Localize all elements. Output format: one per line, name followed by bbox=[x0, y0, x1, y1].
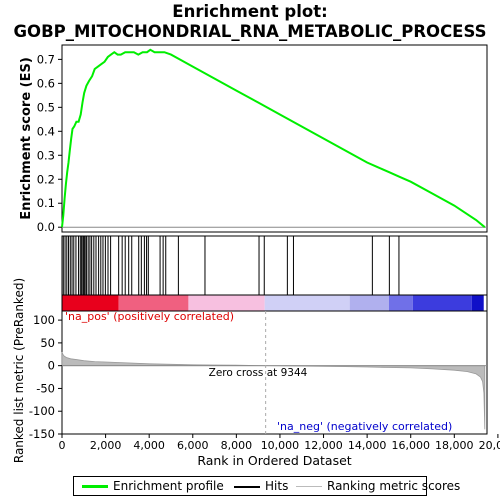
es-y-axis-label: Enrichment score (ES) bbox=[19, 57, 34, 220]
rank-band-panel bbox=[61, 294, 488, 312]
x-tick-label: 4,000 bbox=[133, 439, 165, 452]
metric-y-tick-label: 0 bbox=[48, 359, 55, 373]
es-y-tick-label: 0.3 bbox=[37, 148, 55, 162]
ranking-metric-area bbox=[61, 351, 486, 430]
pos-correlated-label: 'na_pos' (positively correlated) bbox=[65, 310, 234, 323]
x-tick-label: 6,000 bbox=[177, 439, 209, 452]
legend-label-enrichment: Enrichment profile bbox=[113, 479, 224, 493]
metric-y-axis-label: Ranked list metric (PreRanked) bbox=[12, 278, 26, 463]
rank-band-segment bbox=[388, 295, 413, 311]
rank-band-segment bbox=[118, 295, 189, 311]
zero-cross-label: Zero cross at 9344 bbox=[209, 367, 308, 379]
hits-frame bbox=[61, 235, 488, 296]
hits-panel bbox=[61, 235, 488, 296]
hits-swatch-icon bbox=[234, 485, 260, 488]
ranking-swatch-icon bbox=[296, 486, 322, 487]
es-y-tick-label: 0.4 bbox=[37, 124, 55, 138]
x-tick-label: 18,000 bbox=[435, 439, 474, 452]
metric-y-tick-label: -50 bbox=[36, 381, 55, 395]
legend-label-ranking: Ranking metric scores bbox=[327, 479, 461, 493]
metric-y-tick-label: 100 bbox=[33, 313, 55, 327]
legend-label-hits: Hits bbox=[265, 479, 289, 493]
legend-item-enrichment: Enrichment profile bbox=[82, 479, 224, 494]
x-tick-label: 20,000 bbox=[479, 439, 500, 452]
x-tick-label: 14,000 bbox=[348, 439, 387, 452]
x-tick-label: 16,000 bbox=[391, 439, 430, 452]
es-y-tick-label: 0.1 bbox=[37, 196, 55, 210]
chart-title-line-1: Enrichment plot: bbox=[172, 2, 328, 21]
metric-frame bbox=[61, 310, 488, 435]
es-y-tick-label: 0.0 bbox=[37, 220, 55, 234]
rank-band-segment bbox=[188, 295, 265, 311]
enrichment-swatch-icon bbox=[82, 485, 108, 488]
metric-panel: -150 -100 -50 0 50 100 0 2,000 4,000 6,000 8,000 10… bbox=[12, 278, 500, 468]
neg-correlated-label: 'na_neg' (negatively correlated) bbox=[277, 420, 452, 433]
metric-y-tick-label: 50 bbox=[40, 336, 55, 350]
rank-band-segment bbox=[62, 295, 119, 311]
x-tick-label: 0 bbox=[59, 439, 66, 452]
chart-title: Enrichment plot: GOBP_MITOCHONDRIAL_RNA_… bbox=[0, 2, 500, 42]
es-frame bbox=[61, 44, 488, 233]
es-y-tick-label: 0.2 bbox=[37, 172, 55, 186]
metric-y-tick-label: -100 bbox=[29, 404, 55, 418]
metric-y-tick-label: -150 bbox=[29, 427, 55, 441]
legend: Enrichment profile Hits Ranking metric s… bbox=[73, 476, 460, 496]
legend-item-hits: Hits bbox=[234, 479, 288, 494]
rank-band-segment bbox=[264, 295, 350, 311]
rank-band-segment bbox=[412, 295, 472, 311]
x-tick-label: 10,000 bbox=[261, 439, 300, 452]
es-y-tick-label: 0.7 bbox=[37, 52, 55, 66]
x-tick-label: 2,000 bbox=[90, 439, 122, 452]
x-axis-label: Rank in Ordered Dataset bbox=[197, 453, 351, 468]
legend-item-ranking: Ranking metric scores bbox=[296, 479, 460, 494]
enrichment-profile-line bbox=[61, 48, 486, 228]
es-y-tick-label: 0.5 bbox=[37, 100, 55, 114]
rank-band-segment bbox=[349, 295, 389, 311]
chart-title-line-2: GOBP_MITOCHONDRIAL_RNA_METABOLIC_PROCESS bbox=[13, 22, 487, 41]
x-tick-label: 8,000 bbox=[221, 439, 253, 452]
rank-band-segment bbox=[471, 295, 484, 311]
es-y-tick-label: 0.6 bbox=[37, 76, 55, 90]
x-tick-label: 12,000 bbox=[304, 439, 343, 452]
